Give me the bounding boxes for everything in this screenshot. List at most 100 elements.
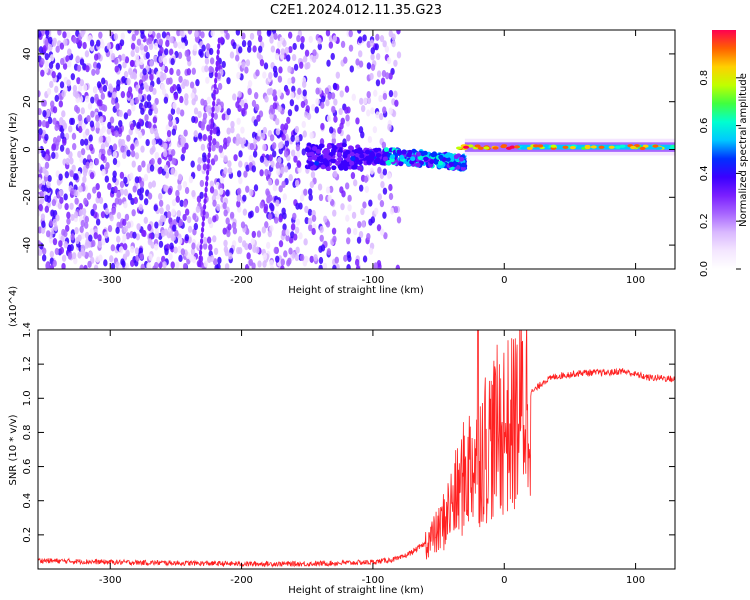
heatmap-cell xyxy=(113,186,118,194)
heatmap-cell xyxy=(230,120,235,129)
heatmap-cell xyxy=(294,226,300,234)
heatmap-cell xyxy=(383,232,388,240)
heatmap-cell xyxy=(343,254,348,262)
heatmap-cell xyxy=(614,145,621,149)
heatmap-cell xyxy=(201,215,206,222)
heatmap-cell xyxy=(214,105,220,114)
heatmap-cell xyxy=(208,65,213,74)
heatmap-cell xyxy=(197,261,202,268)
heatmap-cell xyxy=(95,218,101,226)
heatmap-cell xyxy=(162,72,167,81)
heatmap-cell xyxy=(229,51,235,59)
heatmap-cell xyxy=(331,227,337,235)
heatmap-cell xyxy=(195,205,201,213)
heatmap-cell xyxy=(64,202,69,211)
heatmap-cell xyxy=(269,36,274,44)
heatmap-cell xyxy=(366,62,372,70)
heatmap-cell xyxy=(211,144,216,152)
colorbar-gradient xyxy=(712,30,736,269)
heatmap-cell xyxy=(140,145,145,153)
heatmap-cell xyxy=(295,246,300,254)
heatmap-cell xyxy=(252,45,257,53)
heatmap-cell xyxy=(93,232,98,240)
heatmap-cell xyxy=(302,259,308,267)
heatmap-cell xyxy=(212,215,217,223)
heatmap-cell xyxy=(340,203,345,211)
heatmap-cell xyxy=(77,150,82,158)
heatmap-cell xyxy=(69,244,74,252)
heatmap-cell xyxy=(97,240,103,249)
heatmap-cell xyxy=(309,165,316,171)
heatmap-cell xyxy=(282,223,287,231)
heatmap-cell xyxy=(292,212,297,220)
heatmap-cell xyxy=(44,194,49,202)
heatmap-cell xyxy=(61,228,66,237)
heatmap-cell xyxy=(74,197,79,205)
heatmap-cell xyxy=(40,226,46,234)
heatmap-cell xyxy=(337,156,343,162)
heatmap-cell xyxy=(282,39,287,48)
heatmap-cell xyxy=(304,216,309,225)
heatmap-cell xyxy=(298,134,303,142)
snr-y-label: SNR (10 * v/v) xyxy=(8,414,19,485)
heatmap-cell xyxy=(227,223,232,231)
heatmap-cell xyxy=(89,228,94,236)
heatmap-cell xyxy=(87,260,92,268)
heatmap-cell xyxy=(274,53,280,61)
heatmap-cell xyxy=(136,223,141,231)
heatmap-cell xyxy=(48,36,53,44)
heatmap-cell xyxy=(72,36,77,44)
heatmap-cell xyxy=(363,175,369,183)
heatmap-cell xyxy=(131,160,136,168)
heatmap-cell xyxy=(52,106,58,114)
snr-series-line xyxy=(38,330,675,568)
heatmap-cell xyxy=(359,153,365,159)
heatmap-cell xyxy=(285,228,290,236)
heatmap-cell xyxy=(49,250,55,258)
heatmap-cell xyxy=(382,187,388,195)
heatmap-cell xyxy=(188,176,194,184)
heatmap-cell xyxy=(156,71,161,79)
heatmap-cell xyxy=(346,227,352,235)
heatmap-cell xyxy=(181,81,186,90)
heatmap-cell xyxy=(102,84,108,93)
heatmap-cell xyxy=(92,61,98,69)
heatmap-cell xyxy=(66,211,71,219)
x-tick-label: 100 xyxy=(626,575,645,586)
heatmap-cell xyxy=(270,45,276,53)
colorbar-tick-label: 0.4 xyxy=(699,165,710,181)
heatmap-cell xyxy=(456,146,463,150)
heatmap-cell xyxy=(669,146,675,150)
heatmap-cell xyxy=(253,119,258,127)
heatmap-cell xyxy=(311,55,317,63)
heatmap-cell xyxy=(73,211,79,219)
heatmap-cell xyxy=(113,57,119,65)
heatmap-cell xyxy=(351,93,356,101)
heatmap-cell xyxy=(125,232,131,240)
heatmap-cell xyxy=(235,138,240,146)
heatmap-cell xyxy=(168,119,173,128)
heatmap-cell xyxy=(38,240,42,248)
heatmap-cell xyxy=(312,146,318,151)
heatmap-cell xyxy=(197,132,203,140)
heatmap-cell xyxy=(543,144,550,148)
heatmap-cell xyxy=(111,97,116,105)
heatmap-cell xyxy=(382,168,388,176)
heatmap-cell xyxy=(247,87,252,96)
heatmap-cell xyxy=(100,143,106,151)
heatmap-cell xyxy=(199,238,204,245)
heatmap-cell xyxy=(186,68,192,76)
heatmap-cell xyxy=(396,216,402,224)
heatmap-cell xyxy=(201,44,206,52)
heatmap-cell xyxy=(75,106,81,114)
heatmap-cell xyxy=(341,190,346,198)
heatmap-cell xyxy=(467,144,474,148)
y-tick-label: 20 xyxy=(22,95,33,108)
heatmap-cell xyxy=(301,120,306,129)
heatmap-cell xyxy=(182,262,188,269)
heatmap-cell xyxy=(77,39,83,48)
heatmap-cell xyxy=(307,188,313,196)
heatmap-cell xyxy=(80,219,85,228)
heatmap-cell xyxy=(325,99,330,107)
